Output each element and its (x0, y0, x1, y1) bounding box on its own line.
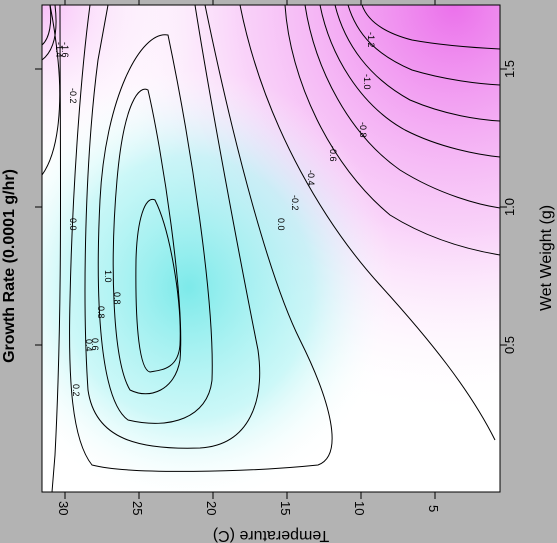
x-tick-label: 5 (426, 505, 441, 512)
contour-neg-0-8 (334, 5, 500, 122)
x-tick-label: 10 (352, 501, 367, 515)
contour-neg-0-2 (284, 5, 500, 256)
positive-region (42, 5, 500, 492)
contour-label: 0.2 (71, 384, 81, 397)
contour-label: -1.4 (54, 42, 64, 58)
contour-neg-0-6 (319, 5, 500, 158)
contour-label: -0.2 (68, 88, 78, 104)
contour-neg-left-0-6 (42, 5, 52, 46)
contour-label: 0.0 (276, 218, 286, 231)
y-tick-label: 1.0 (502, 198, 517, 216)
contour-labels: 1.0 0.8 0.8 0.6 0.4 0.2 0.0 -0.2 -1.4 -1… (54, 32, 376, 397)
contour-label: -0.8 (358, 122, 368, 138)
contour-neg-1-2 (361, 5, 500, 50)
x-tick-label: 20 (204, 501, 219, 515)
plot-frame (41, 4, 501, 493)
contour-neg-left-0-2 (42, 5, 61, 176)
contour-0-6 (97, 34, 213, 424)
x-tick-label: 25 (130, 501, 145, 515)
x-axis-title: Temperature (C) (213, 527, 329, 543)
temperature-axis: 5 10 15 20 25 30 Temperature (C) (56, 501, 441, 543)
chart-title: Growth Rate (0.0001 g/hr) (1, 169, 18, 363)
contour-neg-0-4 (304, 5, 500, 209)
contour-0-0 (51, 5, 496, 492)
tick-marks (35, 0, 507, 499)
contour-label: -0.2 (290, 195, 300, 211)
y-tick-label: 1.5 (502, 60, 517, 78)
wet-weight-axis: 0.5 1.0 1.5 Wet Weight (g) (502, 60, 555, 354)
contour-label: 0.8 (112, 292, 122, 305)
contour-lines (42, 5, 500, 492)
x-tick-label: 30 (56, 501, 71, 515)
contour-label: -1.0 (362, 74, 372, 90)
x-tick-label: 15 (278, 501, 293, 515)
contour-0-4 (84, 5, 261, 449)
contour-1-0 (135, 198, 181, 373)
contour-neg-left-0-4 (42, 5, 57, 61)
contour-label: -0.6 (328, 146, 338, 162)
y-tick-label: 0.5 (502, 336, 517, 354)
contour-0-8 (112, 88, 182, 395)
contour-neg-1-0 (347, 5, 500, 86)
contour-label: 0.0 (68, 218, 78, 231)
contour-label: 0.6 (90, 338, 100, 351)
plot-panel: 1.0 0.8 0.8 0.6 0.4 0.2 0.0 -0.2 -1.4 -1… (41, 4, 501, 493)
contour-label: 1.0 (103, 270, 113, 283)
contour-label: -1.2 (366, 32, 376, 48)
contour-label: -1.6 (60, 42, 70, 58)
contour-label: 0.8 (96, 306, 106, 319)
contour-label: -0.4 (306, 170, 316, 186)
y-axis-title: Wet Weight (g) (538, 205, 555, 311)
contour-0-2 (69, 5, 333, 472)
contour-label: 0.4 (84, 339, 94, 352)
